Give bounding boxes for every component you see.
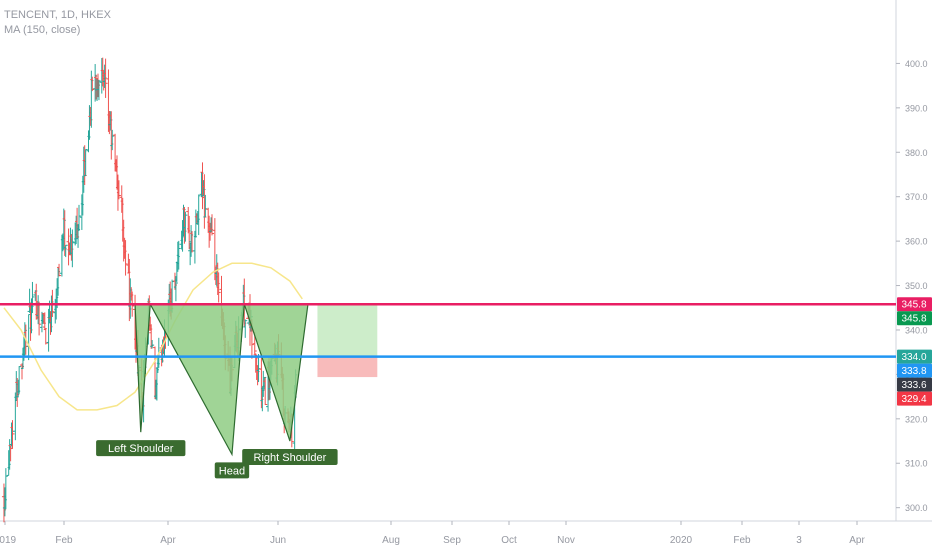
- y-tick-label: 380.0: [905, 148, 928, 158]
- x-tick-label: Nov: [557, 535, 575, 546]
- y-tick-label: 300.0: [905, 503, 928, 513]
- x-tick-label: Apr: [160, 535, 176, 546]
- indicator-label[interactable]: MA (150, close): [4, 24, 81, 36]
- y-tick-label: 320.0: [905, 414, 928, 424]
- x-tick-label: 2019: [0, 535, 17, 546]
- annotation-box: [242, 449, 338, 466]
- price-label: 334.0: [901, 352, 926, 363]
- x-tick-label: Feb: [55, 535, 73, 546]
- price-label: 345.8: [901, 314, 926, 325]
- x-tick-label: Oct: [501, 535, 517, 546]
- y-tick-label: 360.0: [905, 237, 928, 247]
- y-tick-label: 400.0: [905, 59, 928, 69]
- x-tick-label: Feb: [733, 535, 751, 546]
- left-shoulder-triangle: [134, 303, 151, 433]
- price-label-box: [897, 297, 932, 312]
- price-label-box: [897, 311, 932, 326]
- x-tick-label: 3: [796, 535, 802, 546]
- annotation-label: Right Shoulder: [254, 452, 327, 464]
- y-tick-label: 370.0: [905, 192, 928, 202]
- price-label-box: [897, 377, 932, 392]
- x-tick-label: Apr: [849, 535, 865, 546]
- annotation-box: [96, 440, 186, 457]
- price-label: 333.8: [901, 366, 926, 377]
- x-tick-label: Aug: [382, 535, 400, 546]
- stop-zone: [317, 356, 378, 378]
- right-shoulder-triangle: [243, 303, 309, 442]
- target-zone: [317, 304, 378, 357]
- chart-legend: TENCENT, 1D, HKEX MA (150, close): [4, 8, 111, 38]
- y-tick-label: 390.0: [905, 103, 928, 113]
- y-tick-label: 340.0: [905, 325, 928, 335]
- price-label-box: [897, 391, 932, 406]
- price-label: 345.8: [901, 300, 926, 311]
- price-label-box: [897, 349, 932, 364]
- price-label-box: [897, 363, 932, 378]
- x-tick-label: 2020: [670, 535, 693, 546]
- annotation-box: [214, 462, 250, 479]
- annotation-label: Head: [219, 465, 245, 477]
- head-triangle: [149, 303, 245, 457]
- symbol-label[interactable]: TENCENT, 1D, HKEX: [4, 9, 111, 21]
- price-label: 329.4: [901, 394, 926, 405]
- price-axis-bg: [896, 0, 932, 550]
- moving-average-line: [3, 262, 303, 411]
- x-tick-label: Jun: [270, 535, 286, 546]
- y-tick-label: 350.0: [905, 281, 928, 291]
- y-tick-label: 310.0: [905, 459, 928, 469]
- x-tick-label: Sep: [443, 535, 461, 546]
- annotation-label: Left Shoulder: [108, 443, 174, 455]
- price-label: 333.6: [901, 380, 926, 391]
